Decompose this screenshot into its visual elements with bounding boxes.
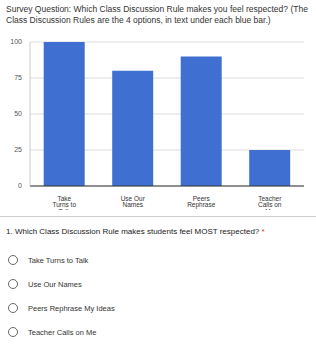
html-text:Use Our Names: Use Our Names — [28, 279, 82, 289]
svg-text:TeacherCalls onMe: TeacherCalls onMe — [258, 195, 282, 210]
html-text:Teacher Calls on Me: Teacher Calls on Me — [28, 327, 97, 337]
svg-text:50: 50 — [14, 110, 22, 117]
svg-text:Use OurNames: Use OurNames — [121, 195, 146, 209]
html-text:Take Turns to Talk: Take Turns to Talk — [28, 255, 89, 265]
svg-text:25: 25 — [14, 146, 22, 153]
svg-text:75: 75 — [14, 74, 22, 81]
svg-text:100: 100 — [10, 38, 22, 45]
html-text:Survey Question: Which Class D: Survey Question: Which Class Discussion … — [6, 4, 308, 25]
svg-text:TakeTurns toTalk: TakeTurns toTalk — [52, 195, 76, 210]
svg-text:PeersRephrasemyIdeas: PeersRephrasemyIdeas — [187, 195, 216, 210]
svg-text:0: 0 — [18, 182, 22, 189]
html-text:1. Which Class Discussion Rule: 1. Which Class Discussion Rule makes stu… — [6, 227, 265, 236]
html-text:Peers Rephrase My Ideas: Peers Rephrase My Ideas — [28, 303, 115, 313]
